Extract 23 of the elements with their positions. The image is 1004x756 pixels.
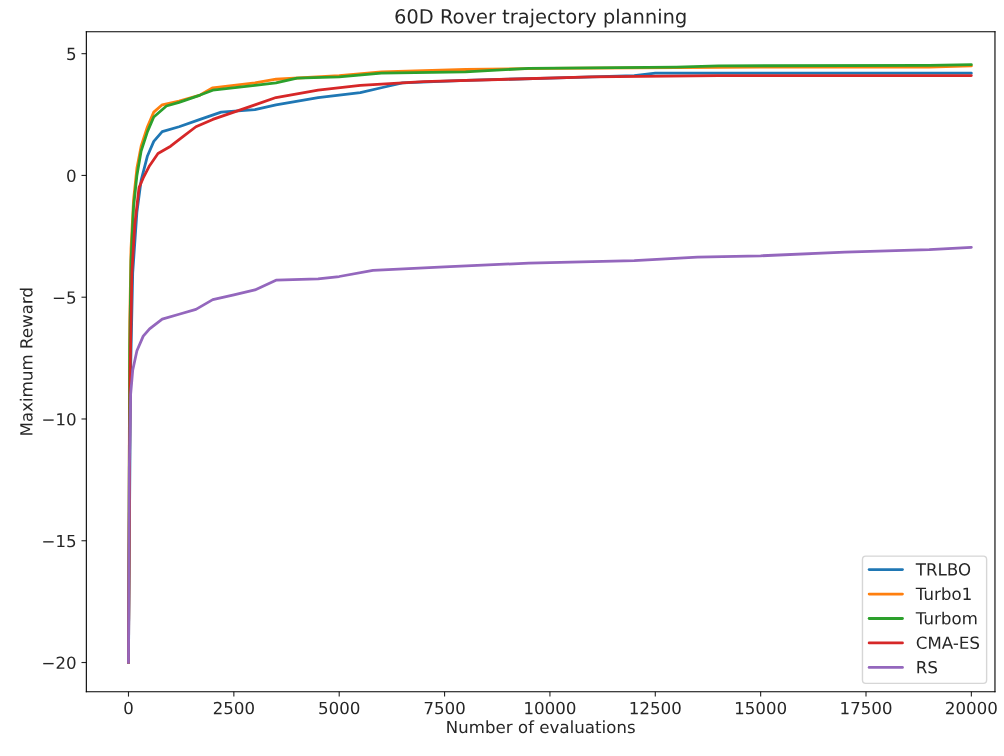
y-tick-label: 5 bbox=[67, 47, 76, 61]
y-tick-label: −20 bbox=[43, 656, 76, 670]
x-tick-label: 7500 bbox=[424, 701, 465, 715]
legend-label: RS bbox=[917, 660, 938, 674]
x-tick-label: 17500 bbox=[841, 701, 892, 715]
x-tick-label: 10000 bbox=[525, 701, 576, 715]
legend-label: Turbo1 bbox=[915, 587, 971, 601]
x-tick-label: 20000 bbox=[946, 701, 997, 715]
y-axis-title: Maximum Reward bbox=[19, 288, 33, 435]
x-tick-label: 0 bbox=[124, 701, 133, 715]
legend-label: Turbom bbox=[915, 611, 977, 625]
y-tick-label: −15 bbox=[43, 534, 76, 548]
x-tick-label: 12500 bbox=[630, 701, 681, 715]
x-tick-label: 5000 bbox=[319, 701, 360, 715]
chart-title: 60D Rover trajectory planning bbox=[395, 8, 686, 28]
x-axis-title: Number of evaluations bbox=[447, 720, 635, 734]
legend-label: TRLBO bbox=[915, 563, 971, 576]
y-tick-label: −10 bbox=[43, 412, 76, 426]
y-tick-label: 0 bbox=[67, 169, 76, 183]
legend-label: CMA-ES bbox=[916, 636, 980, 650]
x-tick-label: 15000 bbox=[735, 701, 787, 715]
x-tick-label: 2500 bbox=[213, 701, 254, 715]
y-tick-label: −5 bbox=[53, 291, 76, 304]
